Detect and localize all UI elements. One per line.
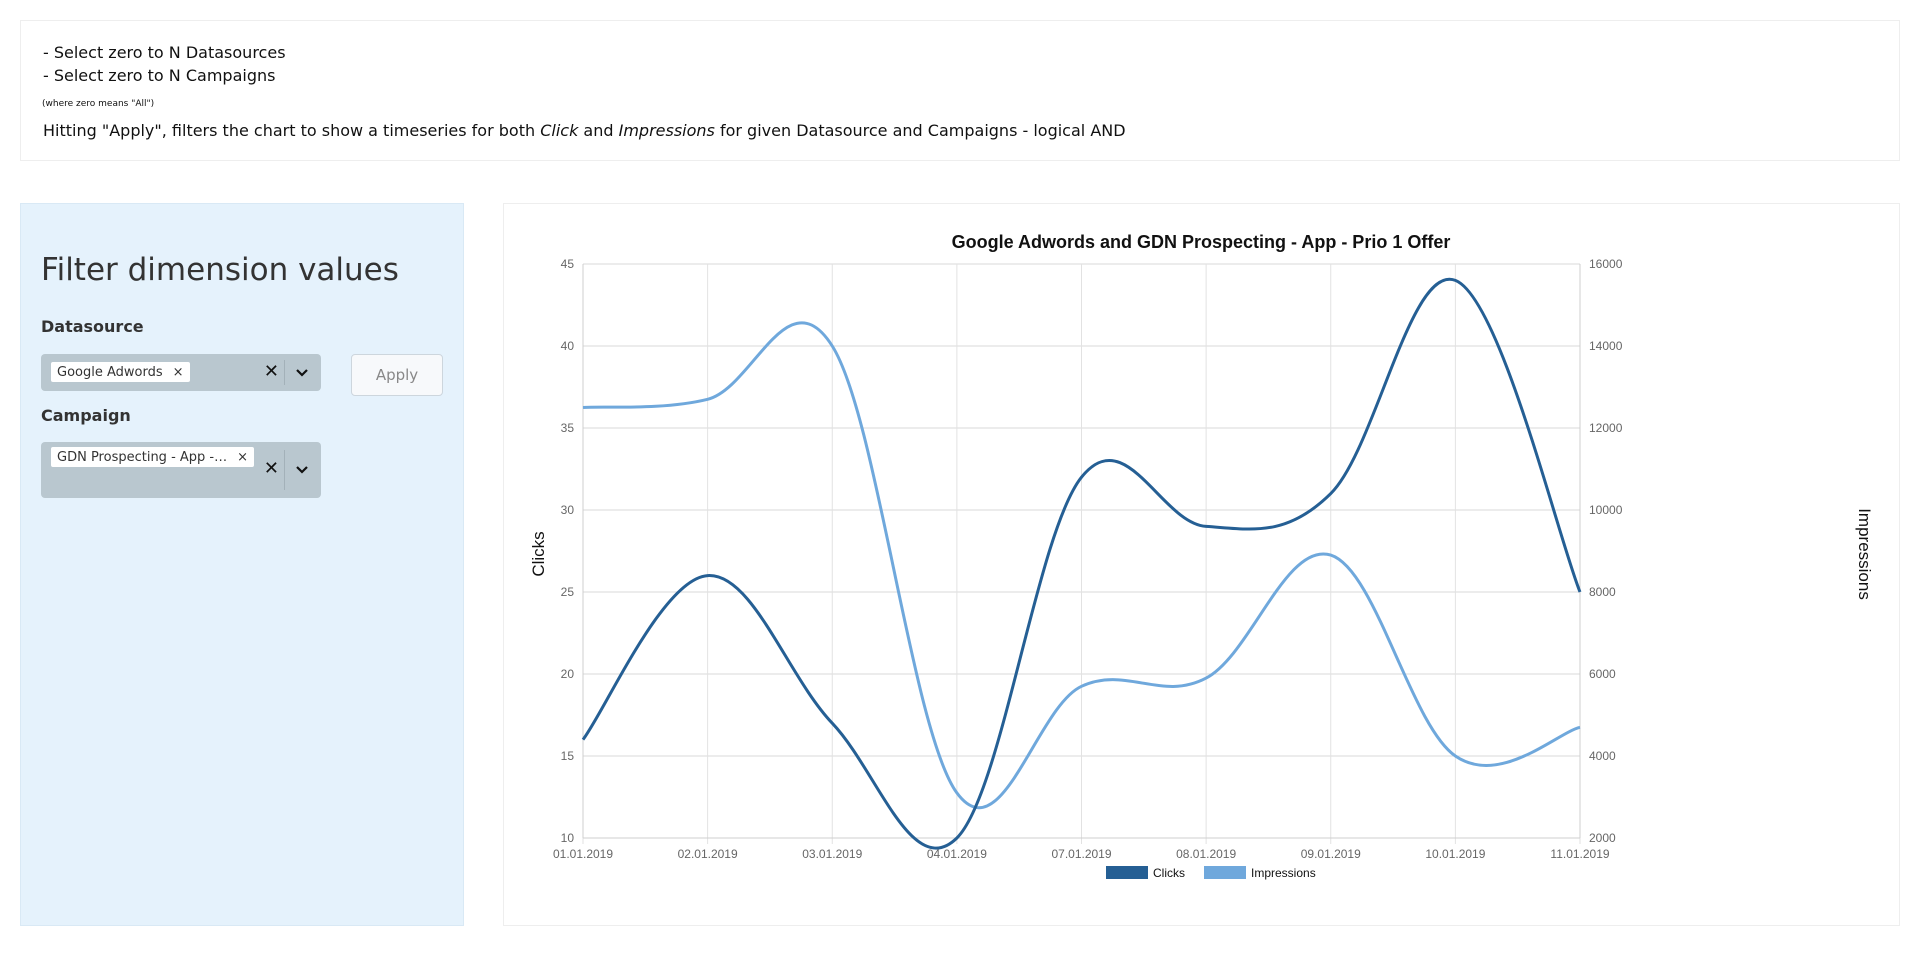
sidebar-title: Filter dimension values [41,252,399,288]
x-tick-label: 03.01.2019 [802,847,862,861]
datasource-select[interactable]: Google Adwords × ✕ [41,354,321,391]
x-tick-label: 01.01.2019 [553,847,613,861]
filter-sidebar: Filter dimension values Datasource Googl… [20,203,464,926]
y-tick-label: 40 [561,339,575,353]
chart-legend: Clicks Impressions [1106,866,1316,880]
chip-remove-icon[interactable]: × [172,364,184,380]
instruction-apply: Hitting "Apply", filters the chart to sh… [43,121,1126,140]
instruction-impressions-term: Impressions [618,121,715,140]
series-line-clicks [581,277,1582,850]
x-tick-label: 09.01.2019 [1301,847,1361,861]
x-tick-label: 11.01.2019 [1550,847,1609,861]
x-tick-label: 10.01.2019 [1425,847,1485,861]
y-tick-label: 25 [561,585,575,599]
clear-icon[interactable]: ✕ [263,458,279,479]
chart-panel: 10 15 20 25 30 35 40 45 2000 4000 6000 8000 10000 120… [503,203,1900,926]
y2-tick-label: 14000 [1589,339,1623,353]
clear-icon[interactable]: ✕ [263,361,279,382]
y-tick-label: 45 [561,257,575,271]
chevron-down-icon[interactable] [295,463,309,477]
y-tick-label: 10 [561,831,575,845]
y2-tick-label: 12000 [1589,421,1623,435]
campaign-select[interactable]: GDN Prospecting - App -… × ✕ [41,442,321,498]
legend-swatch-clicks [1106,866,1148,879]
chevron-down-icon[interactable] [295,366,309,380]
instruction-note: (where zero means "All") [42,99,155,109]
datasource-label: Datasource [41,317,144,336]
campaign-chip: GDN Prospecting - App -… × [51,447,255,467]
y2-tick-label: 2000 [1589,831,1616,845]
y-tick-label: 35 [561,421,575,435]
chart-axes: 10 15 20 25 30 35 40 45 2000 4000 6000 8000 10000 120… [553,257,1623,861]
instruction-datasources: - Select zero to N Datasources [43,43,286,62]
legend-swatch-impressions [1204,866,1246,879]
x-tick-label: 02.01.2019 [678,847,738,861]
x-tick-label: 07.01.2019 [1051,847,1111,861]
chart-lines [581,277,1582,850]
y-axis-label: Clicks [529,531,548,576]
y-tick-label: 15 [561,749,575,763]
x-tick-label: 08.01.2019 [1176,847,1236,861]
timeseries-chart: 10 15 20 25 30 35 40 45 2000 4000 6000 8000 10000 120… [529,232,1874,880]
y2-tick-label: 8000 [1589,585,1616,599]
select-divider [284,360,285,385]
y-tick-label: 20 [561,667,575,681]
instruction-click-term: Click [540,121,579,140]
y2-tick-label: 16000 [1589,257,1623,271]
y2-tick-label: 4000 [1589,749,1616,763]
chip-remove-icon[interactable]: × [237,449,249,465]
datasource-chip: Google Adwords × [51,362,190,382]
select-divider [284,450,285,490]
x-tick-label: 04.01.2019 [927,847,987,861]
y2-axis-label: Impressions [1855,508,1874,600]
apply-button[interactable]: Apply [351,354,443,396]
instruction-text: Hitting "Apply", filters the chart to sh… [43,121,541,140]
y-tick-label: 30 [561,503,575,517]
y2-tick-label: 10000 [1589,503,1623,517]
chart-title: Google Adwords and GDN Prospecting - App… [952,232,1451,252]
instruction-text: for given Datasource and Campaigns - log… [714,121,1126,140]
datasource-chip-label: Google Adwords [57,364,163,380]
instruction-text: and [578,121,619,140]
chart-grid [582,263,1581,844]
y2-tick-label: 6000 [1589,667,1616,681]
legend-label-impressions: Impressions [1251,866,1316,880]
instruction-campaigns: - Select zero to N Campaigns [43,66,276,85]
series-line-impressions [582,321,1581,810]
instructions-panel: - Select zero to N Datasources - Select … [20,20,1900,161]
campaign-label: Campaign [41,406,131,425]
legend-label-clicks: Clicks [1153,866,1185,880]
campaign-chip-label: GDN Prospecting - App -… [57,449,228,465]
